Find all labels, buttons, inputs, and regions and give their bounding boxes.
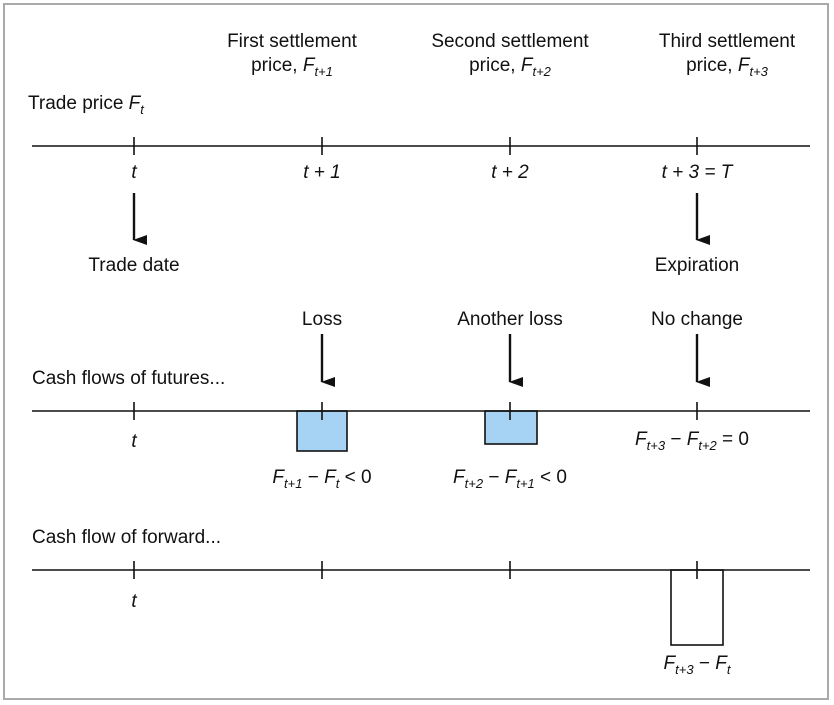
tick-label-t: t bbox=[131, 162, 137, 183]
futures-formula-2: Ft+2 − Ft+1 < 0 bbox=[453, 467, 567, 491]
forward-formula: Ft+3 − Ft bbox=[663, 653, 731, 677]
forward-section-title: Cash flow of forward... bbox=[32, 527, 222, 548]
settlement-label-1: First settlement price, Ft+1 bbox=[227, 31, 357, 79]
event-no-change: No change bbox=[651, 309, 743, 330]
trade-date-label: Trade date bbox=[88, 255, 180, 276]
tick-label-t1: t + 1 bbox=[303, 162, 341, 183]
trade-price-label: Trade price Ft bbox=[28, 93, 144, 117]
expiration-label: Expiration bbox=[654, 255, 740, 276]
futures-loss-bar-2 bbox=[484, 410, 538, 445]
futures-formula-1: Ft+1 − Ft < 0 bbox=[272, 467, 372, 491]
event-loss: Loss bbox=[301, 309, 343, 330]
forward-bar bbox=[670, 569, 724, 646]
futures-formula-3: Ft+3 − Ft+2 = 0 bbox=[635, 429, 749, 453]
settlement-label-3: Third settlement price, Ft+3 bbox=[658, 31, 796, 79]
event-another-loss: Another loss bbox=[457, 309, 563, 330]
tick-label-t2: t + 2 bbox=[491, 162, 529, 183]
settlement-label-2: Second settlement price, Ft+2 bbox=[431, 31, 589, 79]
forward-tick-label-t: t bbox=[131, 591, 137, 612]
futures-section-title: Cash flows of futures... bbox=[32, 368, 226, 389]
futures-tick-label-t: t bbox=[131, 431, 137, 452]
tick-label-t3-T: t + 3 = T bbox=[661, 162, 733, 183]
